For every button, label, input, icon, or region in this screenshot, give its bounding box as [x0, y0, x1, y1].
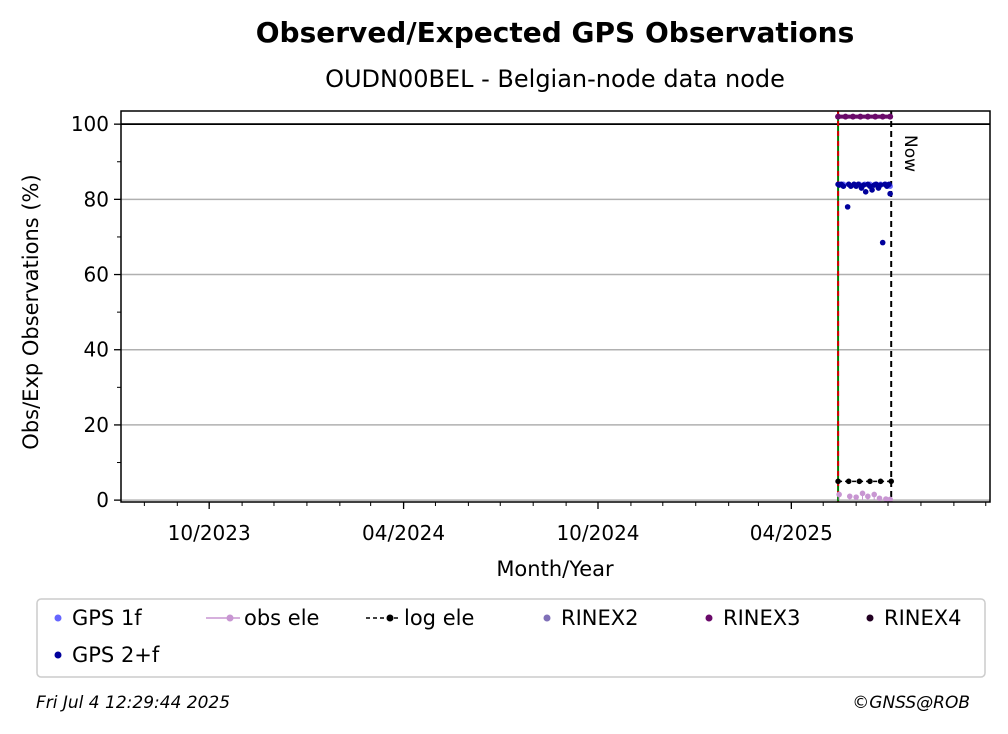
series-obs-ele-point — [853, 494, 859, 500]
series-obs-ele-point — [846, 493, 853, 500]
series-log-ele-point — [877, 478, 884, 485]
y-axis-label: Obs/Exp Observations (%) — [19, 174, 43, 449]
footer-copyright: ©GNSS@ROB — [852, 693, 970, 713]
series-rinex3-point — [835, 113, 842, 120]
x-tick-label: 10/2024 — [556, 521, 639, 545]
legend: GPS 1f obs ele log ele RINEX2 RINEX3 RINEX4 GP… — [36, 598, 986, 678]
legend-swatch-rinex2 — [543, 614, 551, 622]
series-gps-2-f-point — [879, 239, 886, 246]
legend-swatch-obs-ele — [226, 614, 234, 622]
series-obs-ele-point — [876, 495, 883, 502]
series-log-ele-point — [888, 478, 895, 485]
series-obs-ele-point — [865, 493, 871, 500]
x-tick-label: 04/2025 — [750, 521, 833, 545]
legend-swatch-gps-1f — [54, 614, 62, 622]
series-rinex3-point — [887, 113, 894, 120]
y-tick-label: 20 — [84, 413, 109, 437]
legend-label-gps-2-f: GPS 2+f — [72, 643, 160, 667]
x-axis-label: Month/Year — [496, 557, 614, 581]
series-gps-2-f-point — [840, 183, 847, 189]
x-tick-label: 04/2024 — [362, 521, 445, 545]
now-marker-label: Now — [900, 135, 920, 172]
footer-timestamp: Fri Jul 4 12:29:44 2025 — [36, 693, 231, 713]
y-tick-label: 60 — [84, 263, 109, 287]
y-tick-label: 100 — [71, 112, 109, 136]
series-gps-2-f-point — [869, 187, 875, 193]
series-gps-2-f-point — [887, 190, 893, 197]
legend-swatch-rinex3 — [705, 614, 713, 622]
series-rinex3-point — [879, 113, 886, 120]
series-rinex3-point — [857, 113, 864, 120]
legend-label-rinex3: RINEX3 — [723, 606, 801, 630]
legend-label-gps-1f: GPS 1f — [72, 606, 142, 630]
series-log-ele-point — [867, 478, 873, 485]
legend-label-log-ele: log ele — [404, 606, 474, 630]
series-rinex3-point — [842, 113, 849, 120]
legend-swatch-log-ele — [386, 614, 394, 622]
legend-label-rinex4: RINEX4 — [884, 606, 962, 630]
series-gps-2-f-point — [860, 182, 867, 188]
series-obs-ele-point — [887, 496, 893, 503]
series-gps-2-f-point — [886, 181, 892, 188]
series-obs-ele-point — [883, 496, 889, 502]
series-gps-2-f-point — [862, 189, 869, 195]
series-gps-2-f-point — [844, 204, 851, 210]
y-tick-label: 80 — [84, 187, 109, 211]
legend-label-obs-ele: obs ele — [244, 606, 319, 630]
legend-label-rinex2: RINEX2 — [561, 606, 639, 630]
legend-swatch-gps-2-f — [54, 651, 62, 659]
plot-area: 0 20 40 60 80 100 10/2023 04/2024 10/2024 04/2025… — [71, 110, 991, 545]
series-gps-2-f-point — [855, 181, 862, 188]
plot-frame — [120, 110, 991, 503]
chart-subtitle: OUDN00BEL - Belgian-node data node — [325, 65, 785, 93]
series-rinex3-point — [849, 113, 856, 120]
series-log-ele-point — [835, 478, 841, 485]
legend-frame — [36, 598, 986, 678]
y-tick-label: 40 — [84, 338, 109, 362]
x-tick-label: 10/2023 — [168, 521, 251, 545]
chart-title: Observed/Expected GPS Observations — [256, 16, 855, 49]
series-rinex3-point — [864, 113, 871, 120]
series-obs-ele-point — [859, 490, 866, 497]
y-tick-label: 0 — [96, 488, 109, 512]
legend-swatch-rinex4 — [866, 614, 874, 622]
series-obs-ele-point — [871, 491, 878, 498]
series-log-ele-point — [845, 478, 852, 485]
series-gps-2-f-point — [877, 182, 884, 188]
series-log-ele-point — [856, 478, 863, 485]
series-obs-ele-point — [836, 491, 842, 498]
series-rinex3-point — [872, 113, 879, 120]
